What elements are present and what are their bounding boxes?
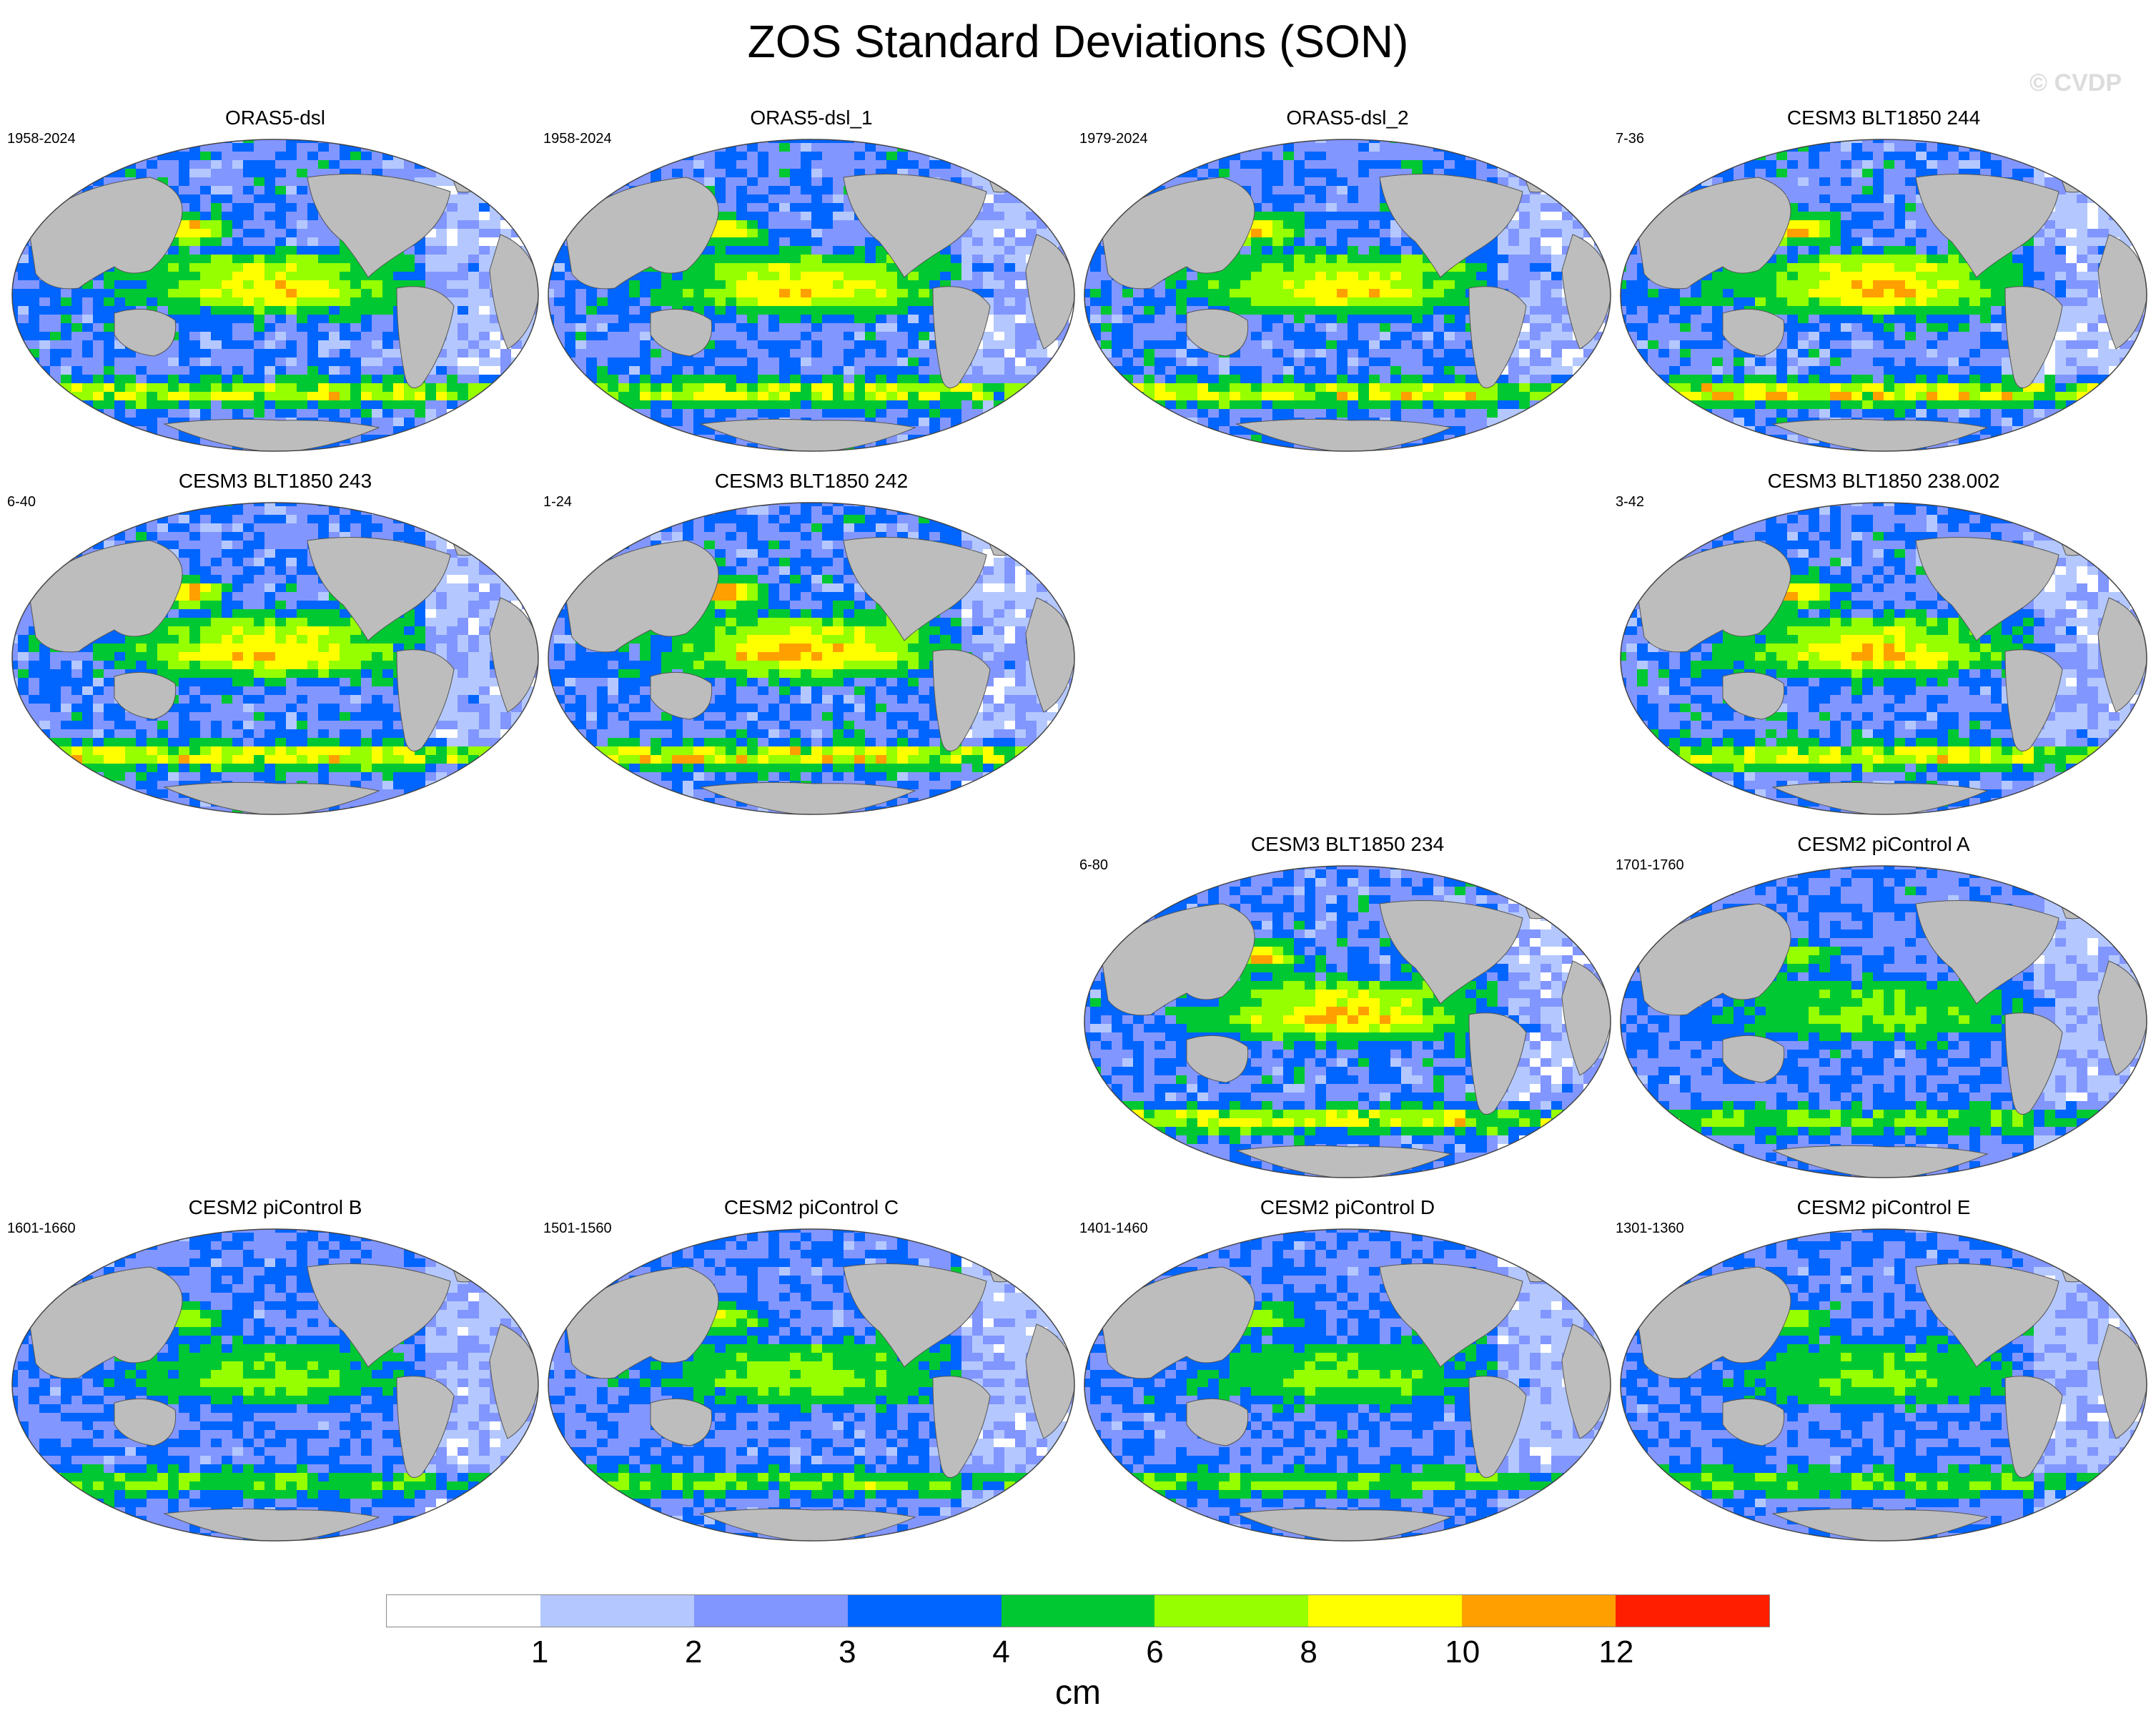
colorbar: 1 2 3 4 6 8 10 12 cm <box>0 1594 2156 1716</box>
panel-years: 1-24 <box>543 493 572 511</box>
colorbar-tick-label: 12 <box>1588 1634 1645 1670</box>
colorbar-tick-label: 10 <box>1434 1634 1491 1670</box>
panel-title: CESM3 BLT1850 234 <box>1079 832 1616 857</box>
map-panel: CESM2 piControl D 1401-1460 <box>1079 1195 1616 1546</box>
map-panel: ORAS5-dsl 1958-2024 <box>7 106 543 456</box>
figure-title: ZOS Standard Deviations (SON) <box>0 13 2156 70</box>
watermark: © CVDP <box>2029 69 2122 97</box>
colorbar-swatch <box>693 1595 848 1627</box>
panel-title: CESM2 piControl E <box>1616 1195 2152 1220</box>
map-panel: ORAS5-dsl_1 1958-2024 <box>543 106 1079 456</box>
panel-years: 6-40 <box>7 493 36 511</box>
map-panel: CESM3 BLT1850 243 6-40 <box>7 469 543 819</box>
map-panel: CESM2 piControl C 1501-1560 <box>543 1195 1079 1546</box>
map-panel: ORAS5-dsl_2 1979-2024 <box>1079 106 1616 456</box>
panel-years: 1979-2024 <box>1079 130 1148 147</box>
map-panel: CESM3 BLT1850 242 1-24 <box>543 469 1079 819</box>
colorbar-swatch <box>387 1595 540 1627</box>
robinson-map <box>1620 865 2147 1178</box>
colorbar-units: cm <box>0 1673 2156 1713</box>
panel-title: CESM2 piControl B <box>7 1195 543 1220</box>
robinson-map <box>1620 139 2147 452</box>
colorbar-swatch <box>540 1595 694 1627</box>
panel-title: CESM2 piControl A <box>1616 832 2152 857</box>
panel-years: 7-36 <box>1616 130 1644 147</box>
panel-years: 1701-1760 <box>1616 857 1684 874</box>
panel-title: CESM3 BLT1850 243 <box>7 469 543 493</box>
colorbar-tick-label: 3 <box>819 1634 876 1670</box>
panel-title: CESM3 BLT1850 238.002 <box>1616 469 2152 493</box>
panel-years: 1958-2024 <box>543 130 612 147</box>
colorbar-tick-label: 4 <box>972 1634 1029 1670</box>
panel-years: 1401-1460 <box>1079 1220 1148 1237</box>
panel-years: 1601-1660 <box>7 1220 76 1237</box>
panel-title: ORAS5-dsl_1 <box>543 106 1079 130</box>
robinson-map <box>1084 139 1611 452</box>
panel-years: 1501-1560 <box>543 1220 612 1237</box>
colorbar-bar <box>386 1594 1770 1627</box>
map-panel: CESM2 piControl E 1301-1360 <box>1616 1195 2152 1546</box>
panel-years: 3-42 <box>1616 493 1644 511</box>
robinson-map <box>11 502 539 815</box>
colorbar-tick-label: 8 <box>1280 1634 1337 1670</box>
robinson-map <box>1620 1228 2147 1542</box>
robinson-map <box>1084 865 1611 1178</box>
panel-title: CESM2 piControl C <box>543 1195 1079 1220</box>
colorbar-swatch <box>1308 1595 1463 1627</box>
panel-years: 1301-1360 <box>1616 1220 1684 1237</box>
map-panel: CESM2 piControl A 1701-1760 <box>1616 832 2152 1183</box>
colorbar-swatch <box>1616 1595 1770 1627</box>
robinson-map <box>548 502 1075 815</box>
map-panel: CESM3 BLT1850 244 7-36 <box>1616 106 2152 456</box>
panel-title: CESM3 BLT1850 244 <box>1616 106 2152 130</box>
robinson-map <box>1084 1228 1611 1542</box>
panel-years: 6-80 <box>1079 857 1108 874</box>
panel-title: ORAS5-dsl <box>7 106 543 130</box>
map-panel: CESM3 BLT1850 234 6-80 <box>1079 832 1616 1183</box>
colorbar-swatch <box>1001 1595 1155 1627</box>
panel-years: 1958-2024 <box>7 130 76 147</box>
colorbar-swatch <box>1154 1595 1309 1627</box>
robinson-map <box>548 139 1075 452</box>
colorbar-swatch <box>847 1595 1002 1627</box>
colorbar-tick-label: 2 <box>665 1634 722 1670</box>
robinson-map <box>11 1228 539 1542</box>
colorbar-tick-label: 1 <box>511 1634 568 1670</box>
panel-title: ORAS5-dsl_2 <box>1079 106 1616 130</box>
panel-title: CESM3 BLT1850 242 <box>543 469 1079 493</box>
colorbar-swatch <box>1462 1595 1616 1627</box>
panel-title: CESM2 piControl D <box>1079 1195 1616 1220</box>
robinson-map <box>1620 502 2147 815</box>
map-panel: CESM2 piControl B 1601-1660 <box>7 1195 543 1546</box>
map-panel: CESM3 BLT1850 238.002 3-42 <box>1616 469 2152 819</box>
robinson-map <box>11 139 539 452</box>
robinson-map <box>548 1228 1075 1542</box>
colorbar-tick-label: 6 <box>1127 1634 1184 1670</box>
